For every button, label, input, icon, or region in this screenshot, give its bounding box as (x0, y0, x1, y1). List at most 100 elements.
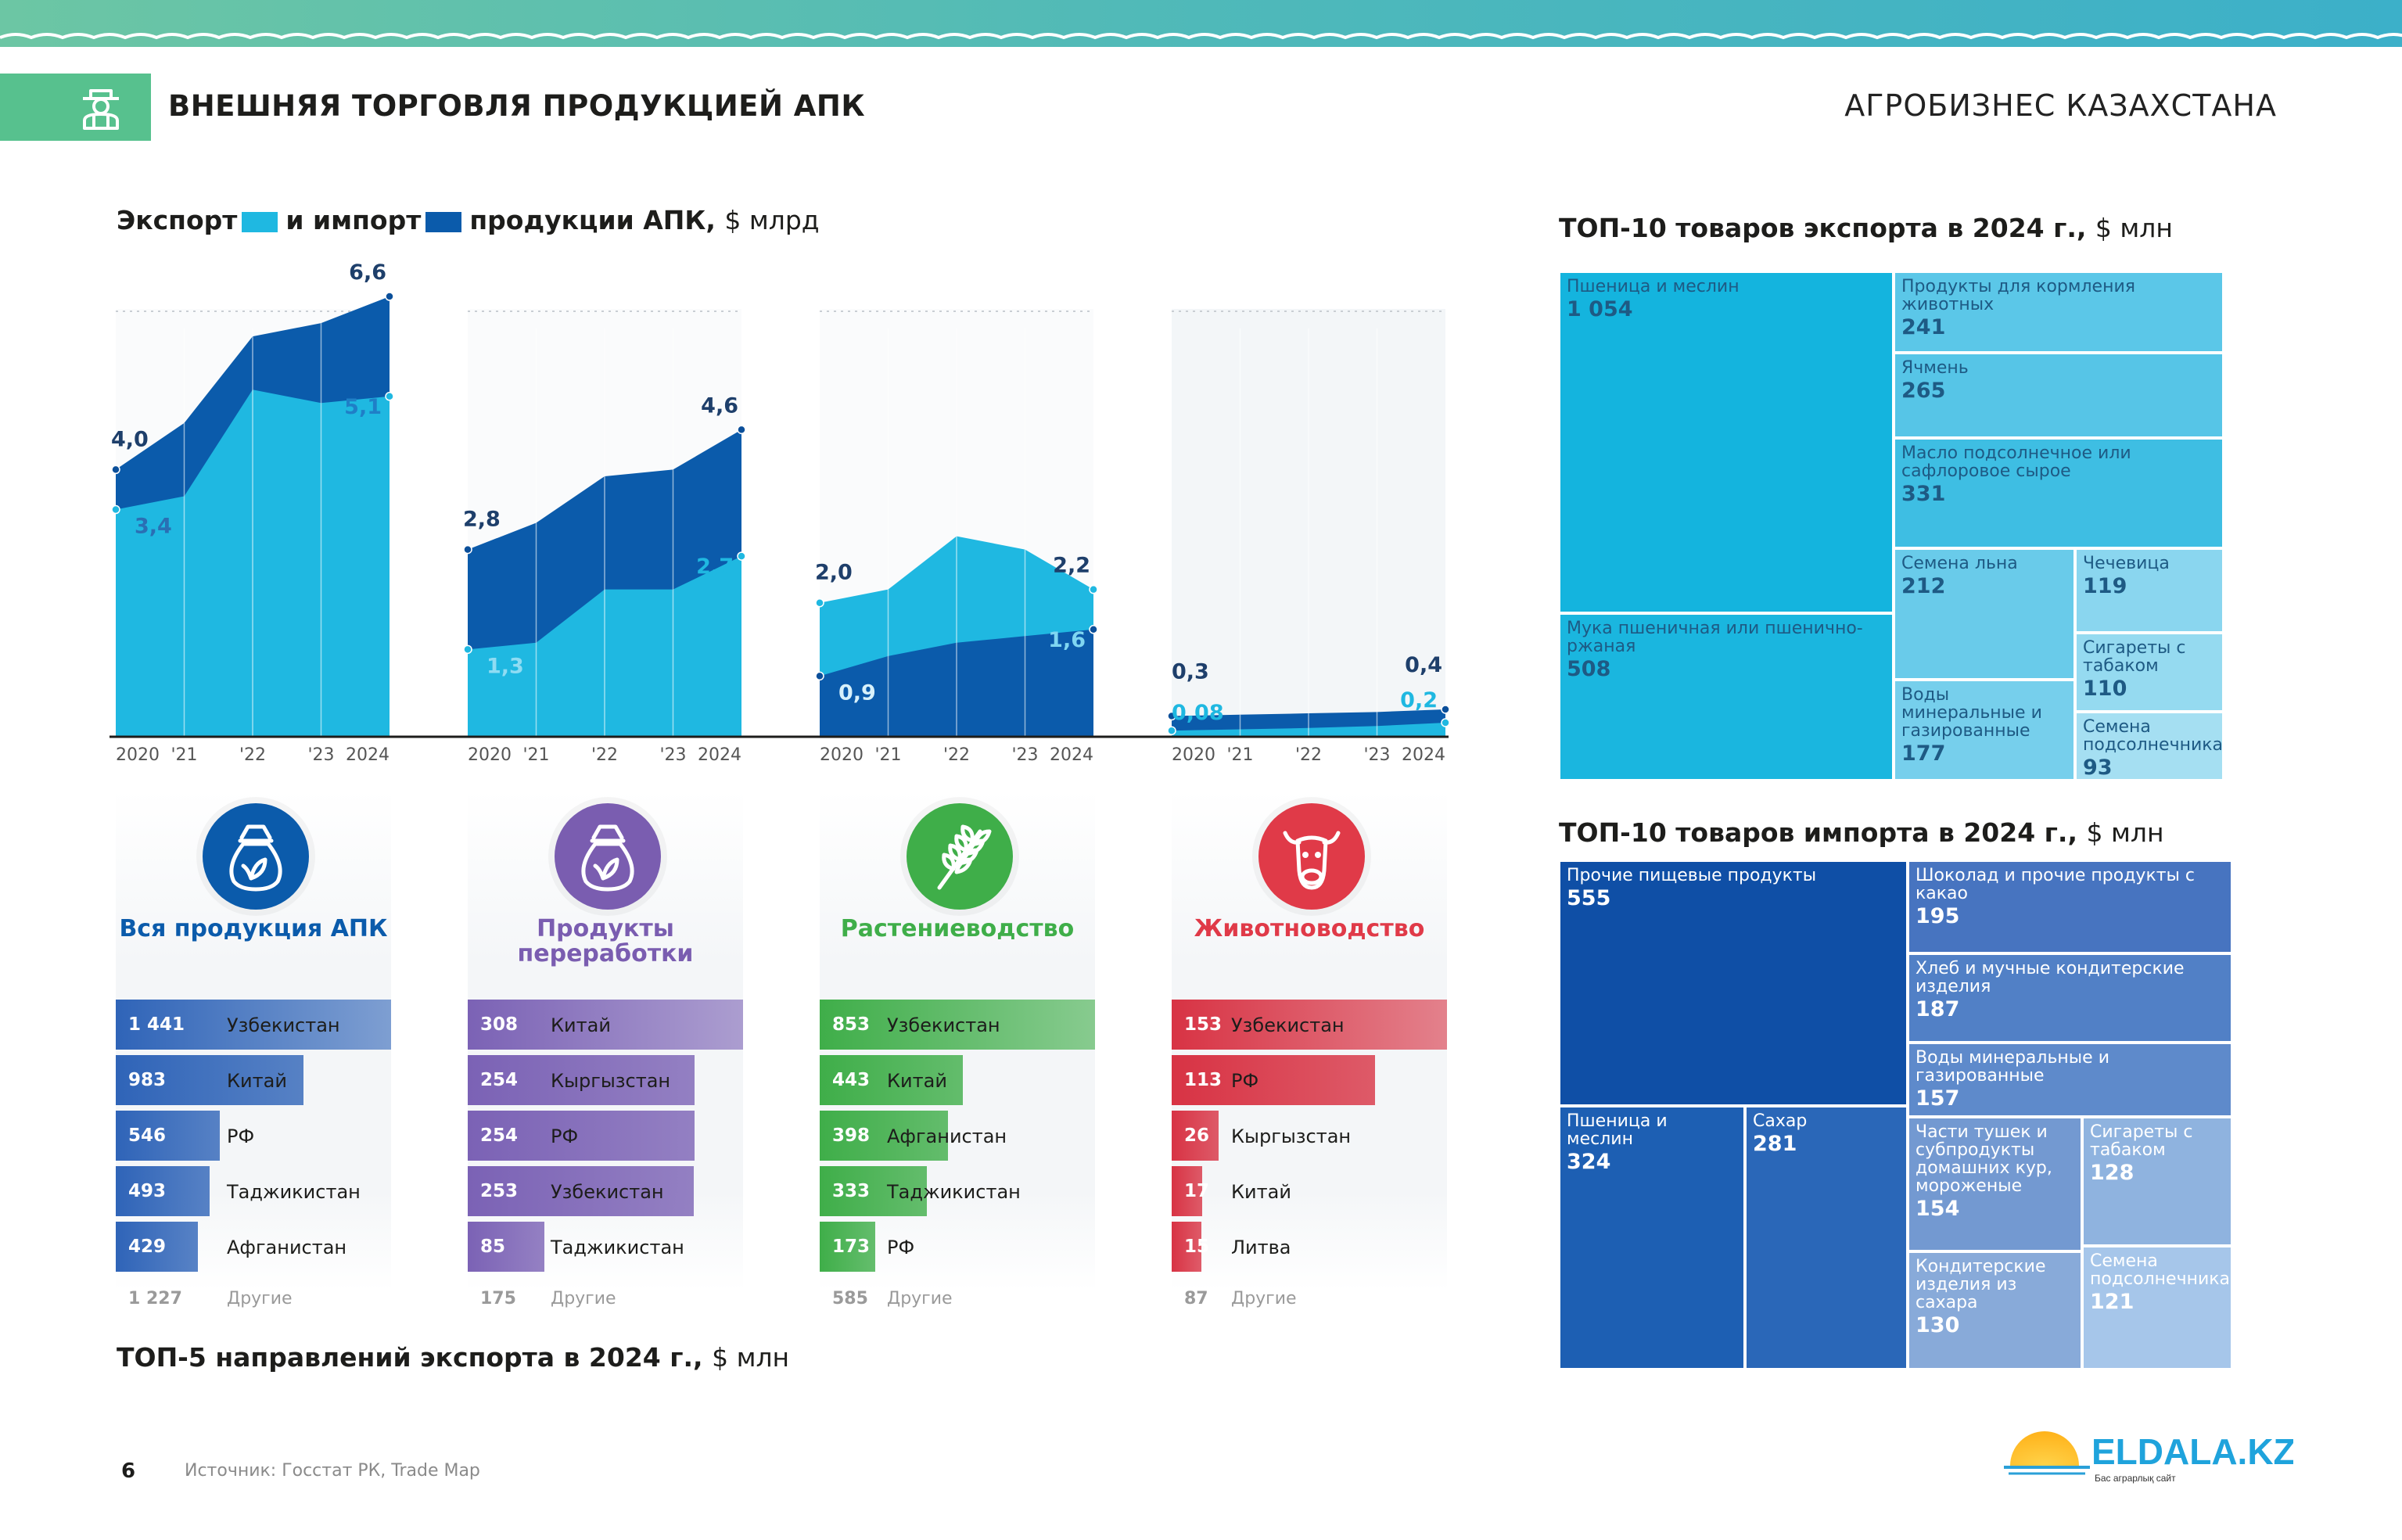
area-section-title: Экспорт и импорт продукции АПК, $ млрд (117, 205, 820, 235)
treemap-cell-label: Прочие пищевые продукты (1567, 866, 1817, 885)
bar-value: 429 (128, 1237, 167, 1257)
area-title-main: продукции АПК, (469, 205, 716, 235)
bar-row: 254 Кыргызстан (468, 1055, 743, 1105)
area-end-point (1441, 705, 1450, 714)
bar-row: 983 Китай (116, 1055, 391, 1105)
bar-fill (468, 1222, 544, 1272)
category-title: Продукты переработки (517, 915, 694, 967)
grain-sack-icon (203, 803, 309, 910)
bar-row: 398 Афганистан (820, 1111, 1095, 1161)
treemap-cell-label: Хлеб и мучные кондитерские изделия (1915, 959, 2185, 996)
page-title: ВНЕШНЯЯ ТОРГОВЛЯ ПРОДУКЦИЕЙ АПК (168, 89, 866, 123)
treemap-cell-label: Сахар (1753, 1111, 1808, 1131)
area-end-point (463, 544, 472, 555)
area-end-point (111, 465, 120, 475)
x-tick-label: 2020 (820, 745, 863, 765)
area-end-point (463, 644, 472, 655)
treemap-cell: Сигареты с табаком 110 (2075, 633, 2224, 712)
treemap-cell: Кондитерские изделия из сахара 130 (1908, 1251, 2082, 1369)
treemap-cell-label: Чечевица (2083, 554, 2170, 573)
wheat-icon (907, 803, 1013, 910)
treemap-cell: Масло подсолнечное или сафлоровое сырое 3… (1894, 438, 2224, 548)
others-value: 585 (832, 1289, 868, 1308)
bar-country-label: Китай (227, 1070, 287, 1092)
area-label-start-bottom: 1,3 (487, 654, 524, 678)
bar-value: 254 (480, 1070, 519, 1090)
x-tick-label: 2024 (346, 745, 390, 765)
area-label-end-top: 0,4 (1405, 653, 1442, 677)
x-tick-label: 2020 (1172, 745, 1215, 765)
treemap-cell-label: Продукты для кормления животных (1901, 277, 2135, 314)
category-title: Вся продукция АПК (119, 915, 388, 942)
export-legend-swatch (242, 211, 278, 232)
others-label: Другие (551, 1289, 616, 1308)
treemap-cell-label: Семена подсолнечника (2090, 1251, 2231, 1289)
bar-value: 85 (480, 1237, 506, 1257)
treemap-cell: Сигареты с табаком 128 (2082, 1117, 2232, 1246)
bar-fill (116, 1166, 210, 1216)
bar-value: 26 (1184, 1125, 1210, 1146)
area-end-point (815, 671, 824, 681)
import-treemap-title-unit: $ млн (2086, 817, 2164, 848)
treemap-cell-value: 177 (1901, 741, 1946, 766)
treemap-cell: Семена льна 212 (1894, 548, 2075, 680)
bar-fill (820, 1166, 928, 1216)
others-value: 175 (480, 1289, 516, 1308)
treemap-cell-value: 331 (1901, 482, 1946, 506)
bar-value: 443 (832, 1070, 871, 1090)
processed-sack-icon-glyph (581, 824, 634, 892)
bar-country-label: Узбекистан (551, 1181, 664, 1203)
x-tick-label: '23 (1363, 745, 1390, 765)
bar-fill (468, 1055, 695, 1105)
area-label-start-bottom: 0,9 (838, 680, 876, 705)
area-label-end-bottom: 5,1 (344, 395, 382, 419)
treemap-cell-value: 281 (1753, 1132, 1797, 1156)
bar-value: 153 (1184, 1014, 1223, 1035)
x-tick-label: '23 (1011, 745, 1038, 765)
header-icon-block (0, 74, 151, 141)
treemap-cell-value: 508 (1567, 657, 1611, 681)
treemap-cell-value: 130 (1915, 1313, 1960, 1337)
bar-country-label: Таджикистан (887, 1181, 1021, 1203)
x-tick-label: 2024 (698, 745, 741, 765)
treemap-cell-value: 212 (1901, 574, 1946, 598)
others-label: Другие (227, 1289, 293, 1308)
treemap-cell-value: 157 (1915, 1086, 1960, 1111)
bar-value: 983 (128, 1070, 167, 1090)
area-chart-3: 2,0 0,9 2,2 1,6 2020 '21 '22 '23 2024 (815, 309, 1098, 765)
treemap-cell: Сахар 281 (1745, 1106, 1908, 1369)
bar-fill (1172, 1166, 1203, 1216)
treemap-cell-value: 187 (1915, 997, 1960, 1021)
bar-value: 254 (480, 1125, 519, 1146)
x-tick-label: '22 (1295, 745, 1322, 765)
area-label-start-bottom: 0,08 (1172, 701, 1224, 725)
treemap-cell: Хлеб и мучные кондитерские изделия 187 (1908, 953, 2232, 1043)
area-label-start-bottom: 3,4 (135, 515, 172, 539)
others-label: Другие (887, 1289, 953, 1308)
treemap-cell-value: 324 (1567, 1150, 1611, 1174)
bar-country-label: Китай (1231, 1181, 1291, 1203)
treemap-cell-value: 241 (1901, 315, 1946, 339)
bar-country-label: Китай (551, 1014, 611, 1036)
bar-value: 853 (832, 1014, 871, 1035)
header-wave-band (0, 0, 2402, 47)
bar-country-label: Китай (887, 1070, 947, 1092)
area-chart-2: 2,8 1,3 4,6 2,7 2020 '21 '22 '23 2024 (463, 309, 746, 765)
x-tick-label: 2020 (116, 745, 160, 765)
treemap-cell-label: Шоколад и прочие продукты с какао (1915, 866, 2196, 903)
x-tick-label: '23 (307, 745, 334, 765)
area-end-point (737, 551, 746, 561)
bar-value: 493 (128, 1181, 167, 1201)
area-end-point (1089, 625, 1098, 634)
bar-country-label: Афганистан (887, 1125, 1007, 1147)
export-label: Экспорт (117, 205, 238, 235)
eldala-logo[interactable]: ELDALA.KZ Бас аграрлық сайт (2004, 1425, 2293, 1488)
area-chart-1: 4,0 3,4 6,6 5,1 2020 '21 '22 '23 2024 (111, 260, 394, 765)
area-label-end-bottom: 2,7 (696, 555, 734, 579)
bar-fill (468, 1000, 743, 1050)
import-treemap-title: ТОП-10 товаров импорта в 2024 г., $ млн (1559, 817, 2164, 848)
treemap-cell-value: 110 (2083, 677, 2127, 701)
area-end-point (737, 425, 746, 435)
bar-fill (820, 1055, 963, 1105)
